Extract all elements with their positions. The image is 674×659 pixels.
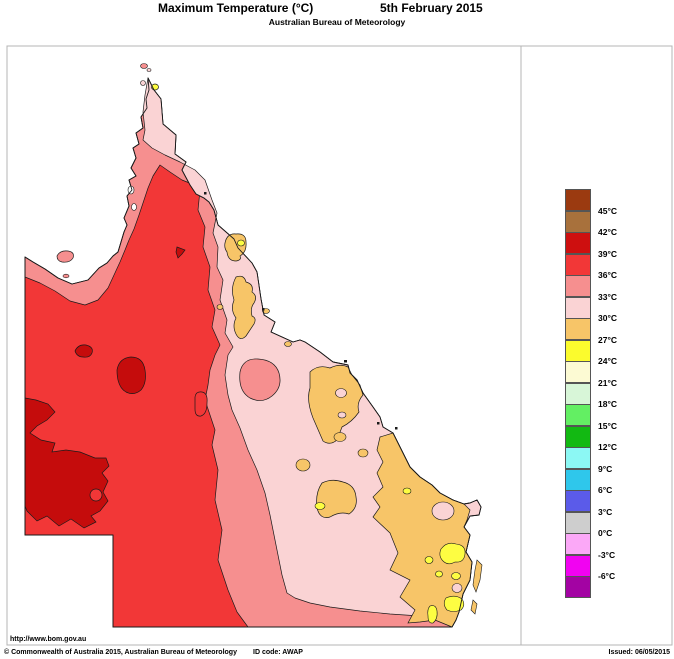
legend-swatch [565,275,591,297]
legend-swatch [565,340,591,362]
state-outline-stroke [24,77,482,628]
legend-label: 6°C [598,485,613,495]
copyright-text: © Commonwealth of Australia 2015, Austra… [4,649,237,656]
legend-swatch [565,576,591,598]
legend-label: 30°C [598,313,617,323]
legend-swatch [565,383,591,405]
page-title: Maximum Temperature (°C) [158,1,314,15]
issued-date: Issued: 06/05/2015 [608,649,671,656]
legend-label: 36°C [598,270,617,280]
id-code: ID code: AWAP [253,649,303,656]
page-subtitle: Australian Bureau of Meteorology [268,17,406,27]
legend-swatch [565,232,591,254]
legend-swatch [565,361,591,383]
region-salmon-patch-33-36 [239,358,281,401]
temperature-legend: 45°C 42°C 39°C 36°C 33°C 30°C 27°C 24°C 21°C 18°C… [565,189,665,609]
legend-swatch [565,555,591,577]
legend-label: 27°C [598,335,617,345]
regions-yellow-24-27 [237,239,466,624]
map-frame [6,45,673,646]
legend-label: 24°C [598,356,617,366]
legend-swatch [565,447,591,469]
legend-label: 15°C [598,421,617,431]
legend-swatch [565,297,591,319]
legend-label: 18°C [598,399,617,409]
legend-label: 3°C [598,507,613,517]
islands [56,63,398,430]
legend-label: 42°C [598,227,617,237]
legend-swatch [565,469,591,491]
legend-label: 21°C [598,378,617,388]
legend-swatch [565,318,591,340]
legend-label: 12°C [598,442,617,452]
legend-swatch [565,512,591,534]
legend-label: -6°C [598,571,616,581]
legend-label: -3°C [598,550,616,560]
legend-swatch [565,490,591,512]
legend-swatch [565,533,591,555]
legend-label: 9°C [598,464,613,474]
legend-label: 39°C [598,249,617,259]
map-date: 5th February 2015 [380,1,483,15]
regions-orange-27-30 [216,233,483,628]
legend-swatch [565,254,591,276]
legend-label: 45°C [598,206,617,216]
legend-swatch [565,211,591,233]
legend-swatch [565,426,591,448]
legend-swatch [565,189,591,211]
regions-darkred-39-42 [24,246,186,529]
bom-url: http://www.bom.gov.au [10,636,87,643]
legend-swatch [565,404,591,426]
region-red-patch-36-39 [194,391,208,417]
legend-label: 33°C [598,292,617,302]
legend-label: 0°C [598,528,613,538]
